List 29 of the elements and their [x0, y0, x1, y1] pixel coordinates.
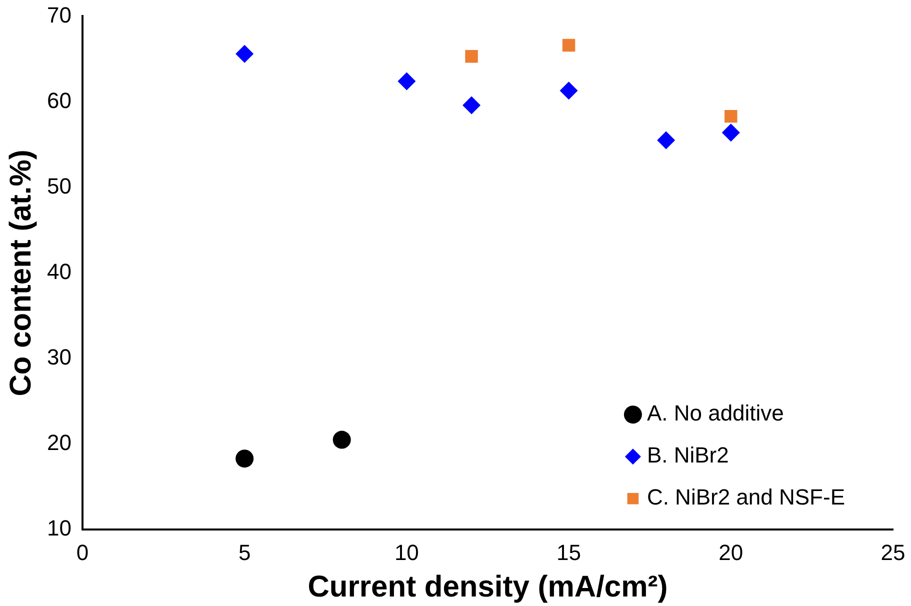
y-tick-label: 50: [46, 173, 72, 198]
legend-label: C. NiBr2 and NSF-E: [646, 484, 846, 510]
x-tick-label: 0: [76, 540, 89, 565]
y-tick-label: 40: [46, 258, 72, 284]
point: [724, 110, 738, 123]
point: [398, 72, 416, 90]
point: [236, 44, 254, 63]
point: [722, 124, 740, 142]
point: [465, 50, 478, 63]
y-axis-title: Co content (at.%): [4, 150, 38, 396]
x-tick-label: 5: [238, 540, 251, 565]
point: [236, 450, 254, 468]
legend-label: A. No additive: [646, 400, 784, 426]
legend-label: B. NiBr2: [646, 442, 729, 468]
point: [657, 131, 676, 150]
x-axis-title: Current density (mA/cm²): [308, 570, 668, 604]
y-tick-label: 20: [46, 430, 72, 456]
x-tick-label: 25: [880, 540, 906, 565]
x-tick-label: 10: [394, 540, 419, 565]
x-tick-label: 15: [556, 540, 582, 565]
y-tick-label: 30: [46, 344, 72, 370]
point: [462, 96, 481, 114]
y-tick-label: 60: [46, 88, 72, 113]
point: [332, 430, 351, 449]
y-tick-label: 70: [46, 2, 72, 28]
point: [562, 38, 576, 52]
point: [560, 82, 578, 100]
y-tick-label: 10: [46, 516, 72, 541]
x-tick-label: 20: [718, 540, 744, 565]
